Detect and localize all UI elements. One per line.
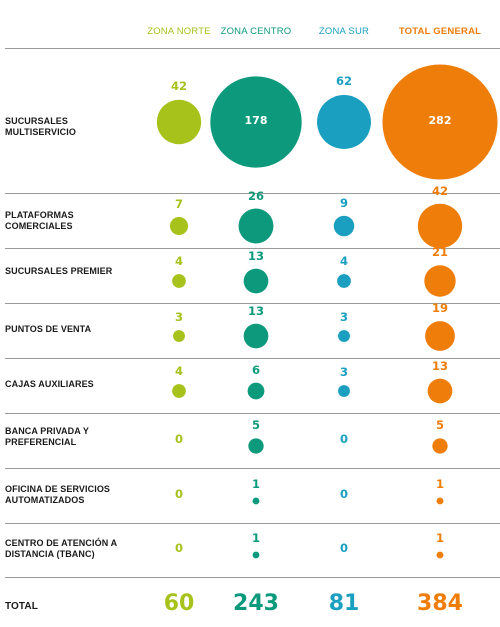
row-divider xyxy=(5,48,500,49)
value-label: 282 xyxy=(428,114,452,127)
row-label: SUCURSALES PREMIER xyxy=(5,266,113,276)
column-header: ZONA SUR xyxy=(318,26,370,37)
value-bubble xyxy=(243,268,269,294)
total-value: 384 xyxy=(417,591,463,616)
value-bubble xyxy=(172,384,186,398)
value-bubble xyxy=(417,203,463,249)
value-bubble xyxy=(436,497,444,505)
value-bubble xyxy=(436,551,444,559)
row-divider xyxy=(5,193,500,194)
total-value: 81 xyxy=(328,591,360,616)
value-label: 9 xyxy=(339,195,348,210)
value-bubble xyxy=(382,64,498,180)
value-bubble xyxy=(248,438,264,454)
value-label: 4 xyxy=(174,364,183,379)
row-divider xyxy=(5,413,500,414)
value-label: 5 xyxy=(251,418,260,433)
column-header: ZONA CENTRO xyxy=(220,26,292,37)
column-header: TOTAL GENERAL xyxy=(398,26,482,37)
value-label: 7 xyxy=(174,196,183,211)
total-label: TOTAL xyxy=(5,601,38,612)
value-bubble xyxy=(156,99,202,145)
value-label: 3 xyxy=(339,365,348,380)
row-label: CAJAS AUXILIARES xyxy=(5,379,94,389)
value-label: 4 xyxy=(174,254,183,269)
value-label: 3 xyxy=(174,310,183,325)
total-value: 60 xyxy=(163,591,195,616)
row-label: OFICINA DE SERVICIOS AUTOMATIZADOS xyxy=(5,484,111,505)
value-label: 0 xyxy=(339,487,348,501)
value-label: 19 xyxy=(431,301,448,316)
value-label: 178 xyxy=(244,114,268,127)
value-label: 0 xyxy=(339,432,348,446)
value-bubble xyxy=(210,76,302,168)
value-bubble xyxy=(173,330,185,342)
value-bubble xyxy=(424,265,456,297)
row-divider xyxy=(5,248,500,249)
column-header: ZONA NORTE xyxy=(147,26,211,37)
row-divider xyxy=(5,468,500,469)
value-bubble xyxy=(252,551,260,559)
value-bubble xyxy=(247,382,265,400)
row-label: BANCA PRIVADA Y PREFERENCIAL xyxy=(5,426,89,447)
value-bubble xyxy=(243,323,269,349)
row-divider xyxy=(5,523,500,524)
value-label: 13 xyxy=(247,303,264,318)
value-label: 0 xyxy=(174,432,183,446)
value-bubble xyxy=(338,385,350,397)
row-label: SUCURSALES MULTISERVICIO xyxy=(5,116,76,137)
value-bubble xyxy=(317,95,371,149)
value-label: 21 xyxy=(431,245,448,260)
value-label: 1 xyxy=(251,531,260,545)
value-bubble xyxy=(333,215,355,237)
value-bubble xyxy=(338,330,350,342)
value-label: 0 xyxy=(339,541,348,555)
value-bubble xyxy=(238,208,274,244)
row-divider xyxy=(5,577,500,578)
value-label: 1 xyxy=(251,477,260,491)
value-label: 5 xyxy=(435,418,444,433)
value-label: 13 xyxy=(431,358,448,373)
value-bubble xyxy=(425,321,455,351)
value-label: 13 xyxy=(247,248,264,263)
value-label: 1 xyxy=(435,477,444,491)
value-bubble xyxy=(169,216,189,236)
value-label: 62 xyxy=(335,74,352,89)
value-bubble xyxy=(337,274,351,288)
value-bubble xyxy=(172,274,186,288)
value-label: 26 xyxy=(247,188,264,203)
value-label: 4 xyxy=(339,254,348,269)
row-label: CENTRO DE ATENCIÓN A DISTANCIA (TBANC) xyxy=(5,538,117,559)
value-bubble xyxy=(432,438,448,454)
row-divider xyxy=(5,358,500,359)
value-label: 3 xyxy=(339,310,348,325)
value-label: 42 xyxy=(431,183,448,198)
value-label: 42 xyxy=(170,78,187,93)
total-value: 243 xyxy=(233,591,279,616)
value-bubble xyxy=(427,378,453,404)
value-bubble xyxy=(252,497,260,505)
value-label: 0 xyxy=(174,487,183,501)
value-label: 6 xyxy=(251,362,260,377)
value-label: 1 xyxy=(435,531,444,545)
row-label: PLATAFORMAS COMERCIALES xyxy=(5,210,74,231)
value-label: 0 xyxy=(174,541,183,555)
row-divider xyxy=(5,303,500,304)
row-label: PUNTOS DE VENTA xyxy=(5,324,92,334)
